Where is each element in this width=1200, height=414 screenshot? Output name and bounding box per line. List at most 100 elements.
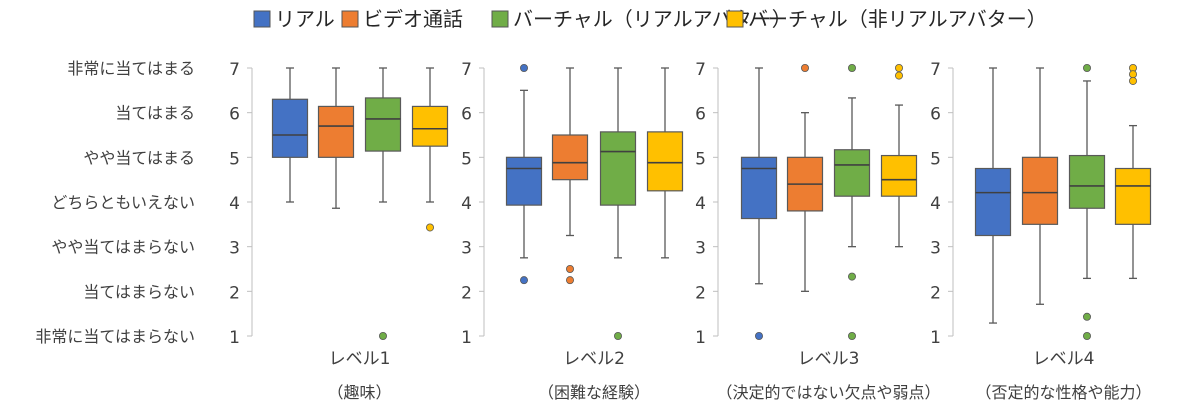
box-body [1021, 156, 1059, 225]
y-tick-label: 5 [695, 149, 706, 169]
y-tick-label: 2 [461, 283, 472, 303]
legend-swatch-2 [341, 10, 359, 28]
outlier-point [520, 64, 529, 73]
box-body [974, 167, 1012, 237]
panel-3: 1 2 3 4 5 6 7 レベル3 （決定的ではない欠点や弱点） [695, 60, 940, 402]
y-tick-label: 1 [229, 328, 240, 348]
y-tick-label: 7 [930, 60, 941, 80]
outlier-point [425, 223, 434, 232]
box-2-4 [646, 67, 684, 259]
outlier-point [1083, 64, 1092, 73]
box-body [599, 131, 637, 206]
box-body [1068, 154, 1106, 209]
y-tick-label: 2 [695, 283, 706, 303]
box-body [551, 134, 589, 181]
box-2-2 [551, 67, 589, 285]
outlier-point [755, 331, 764, 340]
likert-label-7: 非常に当てはまる [67, 59, 195, 78]
outlier-point [378, 331, 387, 340]
box-1-1 [271, 67, 309, 203]
outlier-point [1129, 70, 1138, 79]
y-tick-label: 7 [229, 60, 240, 80]
outlier-point [614, 331, 623, 340]
box-1-2 [317, 67, 355, 209]
y-tick-label: 4 [461, 194, 472, 214]
likert-label-1: 非常に当てはまらない [35, 327, 195, 346]
legend: リアル ビデオ通話 バーチャル（リアルアバター）バーチャル（非リアルアバター） [253, 7, 1047, 31]
likert-scale-labels: 非常に当てはまる当てはまるやや当てはまるどちらともいえないやや当てはまらない当て… [35, 59, 195, 346]
box-2-3 [599, 67, 637, 340]
y-tick-label: 6 [461, 105, 472, 125]
legend-label-2: ビデオ通話 [363, 7, 463, 31]
legend-swatch-4 [726, 10, 744, 28]
panel-1: 1 2 3 4 5 6 7 レベル1 （趣味） [229, 60, 449, 402]
outlier-point [566, 264, 575, 273]
box-body [880, 154, 918, 197]
y-tick-label: 5 [461, 149, 472, 169]
y-tick-label: 2 [930, 283, 941, 303]
likert-label-5: やや当てはまる [83, 148, 195, 167]
y-tick-label: 1 [461, 328, 472, 348]
outlier-point [801, 64, 810, 73]
outlier-point [1129, 76, 1138, 85]
y-tick-label: 5 [229, 149, 240, 169]
box-body [317, 105, 355, 158]
likert-label-3: やや当てはまらない [51, 238, 195, 257]
box-2-1 [505, 64, 543, 285]
legend-swatch-3 [491, 10, 509, 28]
outlier-point [895, 71, 904, 80]
y-tick-label: 3 [461, 239, 472, 259]
y-tick-label: 4 [930, 194, 941, 214]
likert-label-4: どちらともいえない [51, 193, 195, 212]
y-tick-label: 7 [461, 60, 472, 80]
box-body [740, 156, 778, 220]
box-body [646, 131, 684, 192]
box-4-4 [1114, 64, 1152, 280]
outlier-point [1083, 312, 1092, 321]
outlier-point [520, 276, 529, 285]
panel-label: レベル4 [1033, 349, 1095, 369]
box-body [1114, 167, 1152, 225]
box-1-4 [411, 67, 449, 232]
outlier-point [848, 272, 857, 281]
y-tick-label: 4 [229, 194, 240, 214]
box-body [271, 98, 309, 158]
panel-label: レベル2 [563, 349, 625, 369]
outlier-point [1083, 331, 1092, 340]
box-3-3 [833, 64, 871, 340]
legend-label-3: バーチャル（リアルアバター） [513, 7, 792, 31]
panel-sublabel: （決定的ではない欠点や弱点） [716, 383, 940, 402]
y-tick-label: 1 [695, 328, 706, 348]
box-3-2 [786, 64, 824, 292]
y-tick-label: 3 [930, 239, 941, 259]
panel-4: 1 2 3 4 5 6 7 レベル4 （否定的な性格や能力） [930, 60, 1151, 402]
box-body [833, 149, 871, 197]
outlier-point [895, 64, 904, 73]
outlier-point [848, 331, 857, 340]
panel-label: レベル3 [798, 349, 860, 369]
box-1-3 [364, 67, 402, 340]
y-tick-label: 6 [930, 105, 941, 125]
legend-label-4: バーチャル（非リアルアバター） [748, 7, 1047, 31]
y-tick-label: 6 [695, 105, 706, 125]
box-4-2 [1021, 67, 1059, 305]
legend-label-1: リアル [275, 7, 335, 31]
y-tick-label: 5 [930, 149, 941, 169]
panel-sublabel: （困難な経験） [538, 383, 650, 402]
box-body [505, 156, 543, 206]
y-tick-label: 3 [695, 239, 706, 259]
y-tick-label: 4 [695, 194, 706, 214]
chart-panels: 1 2 3 4 5 6 7 レベル1 （趣味） 1 2 3 4 5 6 7 レベル2 （困難な経験） 1 2 3 4 5 6 7… [229, 60, 1151, 402]
likert-label-6: 当てはまる [115, 104, 195, 123]
y-tick-label: 6 [229, 105, 240, 125]
likert-label-2: 当てはまらない [83, 282, 195, 301]
box-3-4 [880, 64, 918, 248]
y-tick-label: 7 [695, 60, 706, 80]
outlier-point [848, 64, 857, 73]
outlier-point [566, 276, 575, 285]
y-tick-label: 3 [229, 239, 240, 259]
legend-swatch-1 [253, 10, 271, 28]
box-4-1 [974, 67, 1012, 324]
y-tick-label: 1 [930, 328, 941, 348]
panel-2: 1 2 3 4 5 6 7 レベル2 （困難な経験） [461, 60, 684, 402]
